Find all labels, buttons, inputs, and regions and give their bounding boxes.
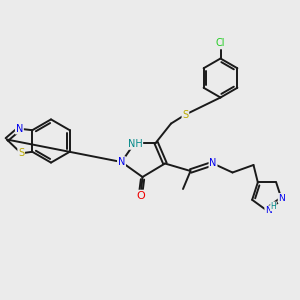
Text: S: S <box>182 110 188 120</box>
Text: N: N <box>16 124 23 134</box>
Text: O: O <box>136 190 146 201</box>
Text: N: N <box>118 157 125 167</box>
Text: N: N <box>265 206 272 215</box>
Text: S: S <box>18 148 24 158</box>
Text: N: N <box>278 194 285 203</box>
Text: H: H <box>271 202 276 211</box>
Text: Cl: Cl <box>216 38 225 49</box>
Text: NH: NH <box>128 139 142 149</box>
Text: N: N <box>209 158 217 169</box>
